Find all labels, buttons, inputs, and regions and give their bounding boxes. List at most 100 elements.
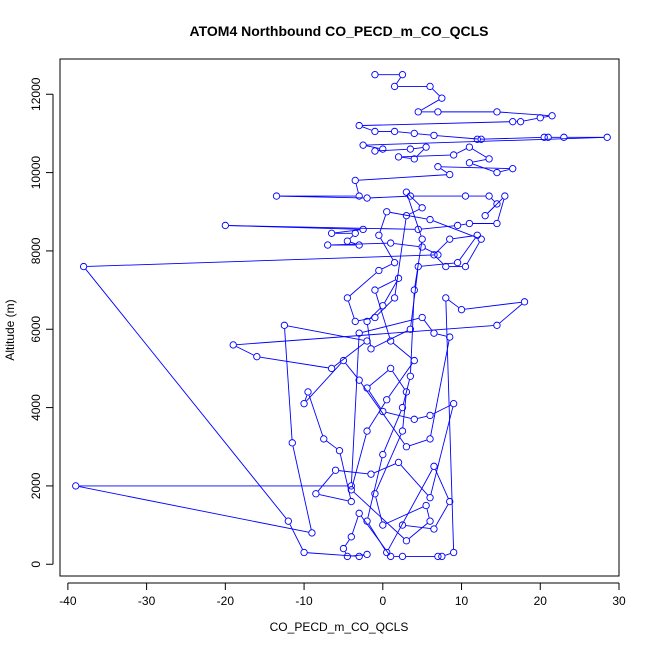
- data-point: [379, 450, 387, 459]
- series-segment: [334, 342, 365, 367]
- data-point: [390, 294, 399, 302]
- data-point: [548, 112, 556, 120]
- y-tick-label: 6000: [29, 316, 43, 343]
- series-segment: [394, 219, 407, 295]
- data-point: [465, 159, 474, 167]
- data-point: [446, 170, 454, 179]
- data-point: [414, 108, 422, 116]
- data-point: [347, 497, 355, 506]
- data-point: [343, 294, 352, 302]
- series-segment: [497, 199, 505, 221]
- series-segment: [345, 539, 350, 546]
- x-tick-label: -20: [217, 594, 235, 608]
- data-point: [387, 239, 395, 247]
- data-point: [398, 552, 407, 561]
- data-point: [536, 114, 544, 122]
- series-segment: [362, 121, 510, 126]
- data-point: [434, 163, 442, 171]
- data-point: [343, 237, 352, 245]
- series-segment: [373, 330, 408, 348]
- series-segment: [348, 301, 355, 319]
- series-segment: [413, 147, 423, 150]
- series-segment: [379, 214, 387, 233]
- data-point: [438, 94, 446, 102]
- data-point: [410, 415, 418, 423]
- data-point: [430, 329, 438, 337]
- data-point: [434, 552, 442, 561]
- series-segment: [260, 356, 329, 369]
- data-point: [426, 435, 434, 443]
- data-point: [438, 552, 446, 561]
- series-segment: [360, 382, 405, 445]
- series-segment: [393, 342, 412, 359]
- series-segment: [437, 333, 447, 337]
- data-point: [355, 329, 363, 337]
- data-point: [422, 143, 430, 151]
- series-segment: [394, 243, 419, 248]
- series-segment: [289, 524, 303, 550]
- series-segment: [407, 195, 422, 236]
- series-segment: [421, 262, 455, 267]
- data-point: [390, 127, 399, 136]
- data-point: [355, 121, 363, 130]
- series-segment: [236, 346, 254, 356]
- series-segment: [367, 457, 383, 518]
- data-point: [320, 435, 328, 443]
- data-point: [410, 129, 418, 138]
- series-segment: [441, 166, 510, 170]
- series-segment: [350, 554, 364, 557]
- data-point: [272, 192, 281, 200]
- series-segment: [369, 370, 389, 387]
- series-segment: [85, 269, 287, 519]
- data-point: [375, 231, 383, 239]
- data-point: [457, 306, 466, 314]
- series-segment: [87, 254, 435, 267]
- data-point: [434, 108, 442, 116]
- data-point: [394, 458, 403, 467]
- data-point: [509, 118, 517, 126]
- data-point: [347, 482, 355, 490]
- data-point: [335, 447, 344, 455]
- series-segment: [417, 415, 427, 419]
- data-point: [426, 411, 434, 420]
- series-segment: [464, 301, 522, 310]
- series-segment: [358, 174, 447, 181]
- series-segment: [353, 491, 405, 539]
- data-point: [430, 462, 438, 470]
- data-point: [465, 143, 474, 151]
- data-point: [339, 544, 348, 553]
- series-segment: [434, 469, 449, 499]
- data-point: [351, 176, 359, 185]
- series-segment: [456, 148, 467, 154]
- series-segment: [236, 325, 494, 346]
- data-point: [304, 388, 312, 396]
- y-tick-label: 0: [29, 561, 43, 568]
- series-segment: [349, 272, 377, 296]
- series-segment: [392, 371, 405, 390]
- series-segment: [390, 211, 427, 220]
- data-point: [379, 407, 387, 416]
- data-point: [371, 71, 379, 79]
- data-point: [406, 145, 415, 153]
- data-point: [473, 135, 481, 143]
- data-point: [383, 548, 391, 557]
- data-point: [410, 356, 418, 365]
- data-point: [363, 384, 371, 392]
- series-segment: [388, 363, 413, 398]
- data-point: [422, 501, 430, 510]
- series-segment: [430, 406, 454, 495]
- data-point: [465, 219, 474, 228]
- series-segment: [445, 301, 455, 550]
- data-point: [371, 127, 379, 136]
- series-segment: [402, 154, 451, 158]
- data-point: [414, 225, 422, 234]
- data-point: [359, 225, 367, 234]
- data-point: [540, 133, 548, 141]
- series-segment: [453, 235, 474, 240]
- series-segment: [405, 525, 431, 530]
- data-point: [402, 388, 411, 396]
- data-point: [347, 486, 355, 494]
- series-segment: [79, 486, 309, 533]
- y-axis-label: Altitude (m): [3, 299, 17, 360]
